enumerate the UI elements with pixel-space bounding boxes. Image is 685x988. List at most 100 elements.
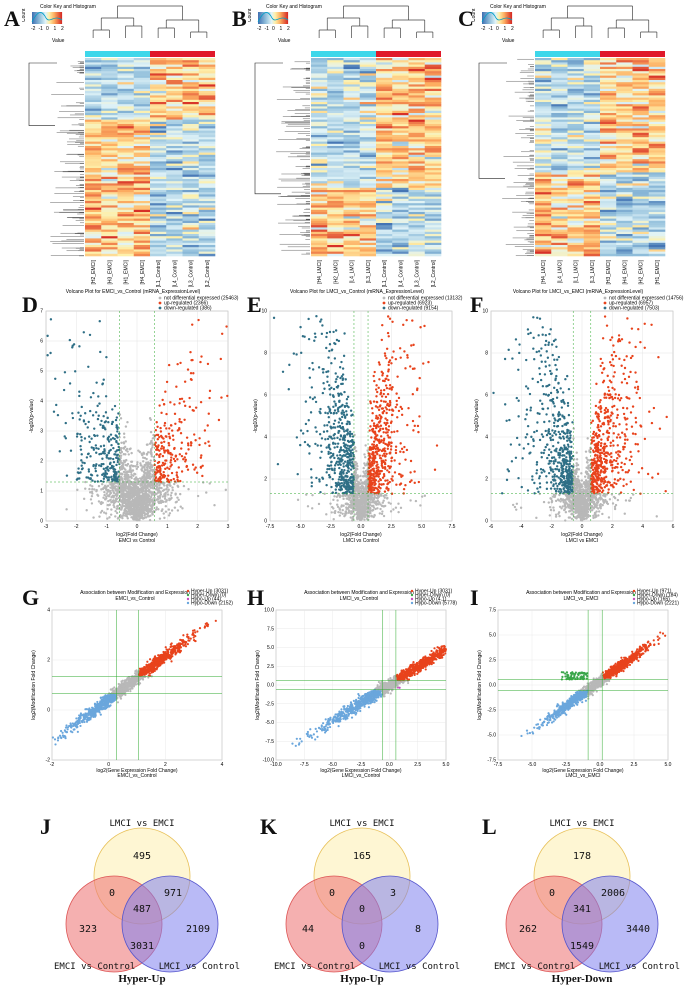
heatmap-cell: [311, 242, 328, 246]
heatmap-cell: [117, 64, 135, 68]
volcano-point: [110, 500, 114, 504]
volcano-point: [175, 471, 179, 474]
heatmap-cell: [166, 82, 183, 85]
volcano-point: [140, 490, 143, 494]
heatmap-cell: [101, 102, 118, 105]
heatmap-cell: [648, 88, 666, 92]
heatmap-cell: [535, 75, 552, 79]
heatmap-cell: [632, 77, 650, 81]
heatmap-cell: [551, 64, 568, 68]
heatmap-cell: [616, 231, 633, 235]
heatmap-cell: [632, 251, 650, 255]
heatmap-cell: [632, 60, 650, 63]
heatmap-cell: [359, 247, 377, 250]
volcano-point: [164, 459, 167, 462]
color-key-cell: [270, 12, 272, 24]
heatmap-cell: [408, 220, 426, 224]
color-key-cell: [278, 12, 280, 24]
heatmap-cell: [535, 236, 552, 239]
heatmap-cell: [359, 196, 377, 200]
heatmap-cell: [343, 106, 361, 109]
color-key-cell: [38, 12, 40, 24]
heatmap-cell: [182, 126, 200, 129]
volcano-point: [115, 463, 118, 467]
volcano-point: [100, 483, 104, 486]
heatmap-cell: [376, 236, 393, 239]
volcano-point: [146, 451, 150, 454]
volcano-point: [128, 480, 131, 483]
heatmap-cell: [535, 216, 552, 219]
heatmap-cell: [133, 225, 151, 228]
heatmap-cell: [567, 95, 585, 98]
heatmap-cell: [343, 207, 361, 211]
volcano-point: [351, 451, 355, 455]
volcano-point: [143, 478, 146, 481]
heatmap-cell: [359, 126, 377, 129]
heatmap-cell: [150, 126, 167, 129]
heatmap-cell: [166, 130, 183, 134]
heatmap-cell: [424, 130, 442, 134]
heatmap-cell: [117, 176, 135, 180]
heatmap-cell: [567, 214, 585, 217]
heatmap-cell: [376, 84, 393, 87]
heatmap-cell: [311, 159, 328, 162]
heatmap-cell: [85, 240, 102, 244]
sample-label: [L4_LMCI]: [557, 259, 563, 283]
color-key-cell: [279, 12, 281, 24]
heatmap-cell: [616, 234, 633, 237]
heatmap-cell: [392, 203, 409, 206]
heatmap-cell: [408, 192, 426, 195]
color-key-cell: [498, 12, 500, 24]
heatmap-cell: [408, 128, 426, 131]
volcano-point: [129, 475, 133, 479]
heatmap-cell: [632, 115, 650, 118]
heatmap-cell: [632, 152, 650, 156]
volcano-point: [173, 447, 176, 451]
heatmap-cell: [551, 220, 568, 224]
heatmap-cell: [198, 117, 216, 120]
heatmap-cell: [198, 58, 216, 61]
volcano-point: [102, 472, 105, 475]
heatmap-cell: [343, 58, 361, 61]
heatmap-cell: [551, 238, 568, 241]
heatmap-cell: [311, 95, 328, 98]
volcano-point: [327, 356, 330, 359]
heatmap-cell: [85, 99, 102, 103]
heatmap-cell: [424, 225, 442, 228]
volcano-point: [180, 397, 184, 401]
heatmap-cell: [343, 139, 361, 142]
heatmap-cell: [85, 128, 102, 131]
volcano-point: [163, 440, 166, 444]
heatmap-cell: [311, 245, 328, 248]
heatmap-cell: [600, 84, 617, 87]
heatmap-cell: [359, 157, 377, 160]
volcano-point: [170, 491, 173, 495]
heatmap-cell: [376, 190, 393, 193]
heatmap-cell: [600, 88, 617, 92]
volcano-point: [85, 509, 88, 512]
volcano-point: [138, 506, 142, 509]
volcano-point: [378, 378, 381, 381]
heatmap-cell: [392, 102, 409, 105]
heatmap-cell: [616, 205, 633, 208]
heatmap-cell: [583, 93, 601, 96]
volcano-point: [190, 378, 193, 382]
heatmap-cell: [535, 128, 552, 131]
heatmap-cell: [198, 174, 216, 178]
heatmap-cell: [392, 245, 409, 248]
heatmap-cell: [117, 106, 135, 109]
heatmap-cell: [376, 82, 393, 85]
heatmap-cell: [101, 196, 118, 200]
heatmap-cell: [551, 60, 568, 63]
heatmap-cell: [101, 165, 118, 169]
heatmap-cell: [567, 130, 585, 134]
volcano-point: [126, 517, 129, 520]
volcano-point: [130, 492, 134, 495]
heatmap-cell: [182, 104, 200, 107]
color-key-cell: [491, 12, 493, 24]
heatmap-cell: [424, 205, 442, 208]
heatmap-cell: [343, 185, 361, 189]
volcano-point: [144, 499, 148, 502]
volcano-point: [156, 425, 159, 428]
heatmap-cell: [85, 231, 102, 235]
